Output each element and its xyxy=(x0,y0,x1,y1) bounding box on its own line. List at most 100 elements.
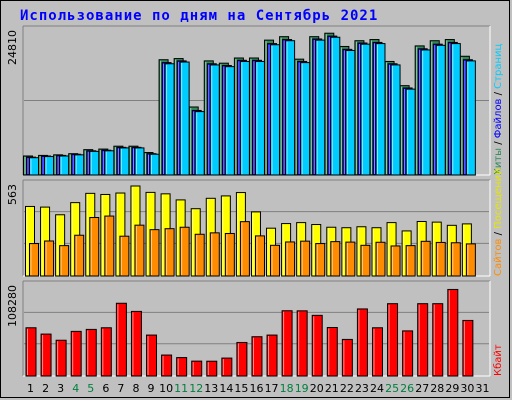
bar-Страниц-29 xyxy=(450,43,461,176)
chart-title: Использование по дням на Сентябрь 2021 xyxy=(20,8,379,24)
bar-Кбайт-9 xyxy=(146,334,158,377)
day-label-17: 17 xyxy=(265,382,279,395)
side-labels-top: Хиты / Файлов / Страниц xyxy=(493,43,504,175)
bar-Кбайт-8 xyxy=(130,310,142,377)
bar-Страниц-30 xyxy=(465,60,476,176)
day-label-10: 10 xyxy=(159,382,173,395)
bar-Сайтов-17 xyxy=(270,244,281,277)
day-label-14: 14 xyxy=(219,382,233,395)
bar-Сайтов-14 xyxy=(224,232,235,277)
day-label-13: 13 xyxy=(204,382,218,395)
day-label-21: 21 xyxy=(325,382,339,395)
bar-Кбайт-17 xyxy=(266,334,278,377)
bar-Кбайт-10 xyxy=(161,354,173,377)
bar-Страниц-11 xyxy=(179,61,190,176)
bar-Страниц-27 xyxy=(420,49,431,176)
bar-Сайтов-15 xyxy=(239,221,250,277)
day-label-4: 4 xyxy=(72,382,79,395)
bar-Кбайт-5 xyxy=(85,328,97,377)
bar-Страниц-24 xyxy=(375,43,386,176)
day-label-12: 12 xyxy=(189,382,203,395)
bar-Сайтов-20 xyxy=(315,243,326,277)
side-label-Сайтов: Сайтов xyxy=(493,238,504,276)
bar-Сайтов-18 xyxy=(285,241,296,277)
day-label-2: 2 xyxy=(42,382,49,395)
day-label-5: 5 xyxy=(87,382,94,395)
bar-Сайтов-30 xyxy=(465,243,476,277)
bar-Сайтов-10 xyxy=(164,228,175,277)
bar-Сайтов-28 xyxy=(435,241,446,277)
bar-Страниц-3 xyxy=(59,155,70,176)
bar-Страниц-23 xyxy=(360,43,371,176)
day-label-31: 31 xyxy=(475,382,489,395)
bar-Кбайт-15 xyxy=(236,341,248,377)
bar-Страниц-14 xyxy=(224,66,235,176)
side-label-Хиты: Хиты xyxy=(493,148,504,175)
side-label-Посещений: Посещений xyxy=(493,168,504,228)
side-labels-middle: Сайтов / Посещений xyxy=(493,168,504,276)
day-label-19: 19 xyxy=(295,382,309,395)
bar-Сайтов-27 xyxy=(420,240,431,277)
day-label-6: 6 xyxy=(102,382,109,395)
bar-Сайтов-19 xyxy=(300,240,311,277)
day-label-9: 9 xyxy=(148,382,155,395)
bar-Страниц-17 xyxy=(270,44,281,176)
ymax-label-middle: 563 xyxy=(6,184,19,205)
bar-Сайтов-25 xyxy=(390,245,401,277)
bar-Сайтов-1 xyxy=(29,243,39,277)
day-label-25: 25 xyxy=(385,382,399,395)
bar-Сайтов-7 xyxy=(119,235,130,277)
day-label-16: 16 xyxy=(250,382,264,395)
bar-Кбайт-2 xyxy=(40,333,52,377)
bar-Сайтов-22 xyxy=(345,241,356,277)
side-label-Страниц: Страниц xyxy=(493,43,504,88)
day-label-8: 8 xyxy=(132,382,139,395)
bar-Страниц-10 xyxy=(164,63,175,176)
bar-Кбайт-14 xyxy=(221,357,233,377)
bar-Страниц-26 xyxy=(405,88,416,176)
bar-Кбайт-21 xyxy=(326,327,338,377)
bar-Сайтов-12 xyxy=(194,233,205,277)
bar-Кбайт-19 xyxy=(296,310,308,377)
day-label-3: 3 xyxy=(57,382,64,395)
bar-Страниц-12 xyxy=(194,111,205,176)
bar-Сайтов-6 xyxy=(104,215,115,277)
bar-Сайтов-26 xyxy=(405,245,416,277)
bar-Кбайт-13 xyxy=(206,360,218,377)
bar-Кбайт-22 xyxy=(341,338,353,377)
bar-Страниц-19 xyxy=(300,62,311,176)
bar-Сайтов-3 xyxy=(59,245,70,277)
bar-Кбайт-1 xyxy=(25,327,37,377)
bar-Страниц-15 xyxy=(239,60,250,176)
bar-Сайтов-9 xyxy=(149,229,160,277)
bar-Сайтов-24 xyxy=(375,241,386,277)
bar-Страниц-13 xyxy=(209,64,220,176)
day-label-18: 18 xyxy=(280,382,294,395)
bar-Сайтов-13 xyxy=(209,232,220,277)
bar-Страниц-21 xyxy=(330,36,341,176)
ymax-label-bottom: 108280 xyxy=(6,285,19,327)
bar-Сайтов-16 xyxy=(254,235,265,277)
bar-Страниц-7 xyxy=(119,147,130,176)
bar-Кбайт-6 xyxy=(100,327,112,377)
bar-Страниц-5 xyxy=(89,150,100,176)
bar-Страниц-9 xyxy=(149,153,160,176)
bar-Страниц-4 xyxy=(74,154,85,176)
bar-Страниц-16 xyxy=(254,60,265,176)
day-label-1: 1 xyxy=(27,382,34,395)
day-label-11: 11 xyxy=(174,382,188,395)
bar-Кбайт-26 xyxy=(402,330,414,377)
bar-Кбайт-18 xyxy=(281,310,293,377)
bar-Кбайт-11 xyxy=(176,357,188,377)
bar-Сайтов-11 xyxy=(179,226,190,277)
side-labels-bottom: Кбайт xyxy=(493,344,504,376)
bar-Сайтов-21 xyxy=(330,241,341,277)
bar-Кбайт-29 xyxy=(447,288,459,377)
bar-Сайтов-29 xyxy=(450,242,461,277)
bar-Кбайт-27 xyxy=(417,303,429,377)
bar-Страниц-25 xyxy=(390,64,401,176)
bar-Кбайт-25 xyxy=(387,303,399,377)
day-label-7: 7 xyxy=(117,382,124,395)
